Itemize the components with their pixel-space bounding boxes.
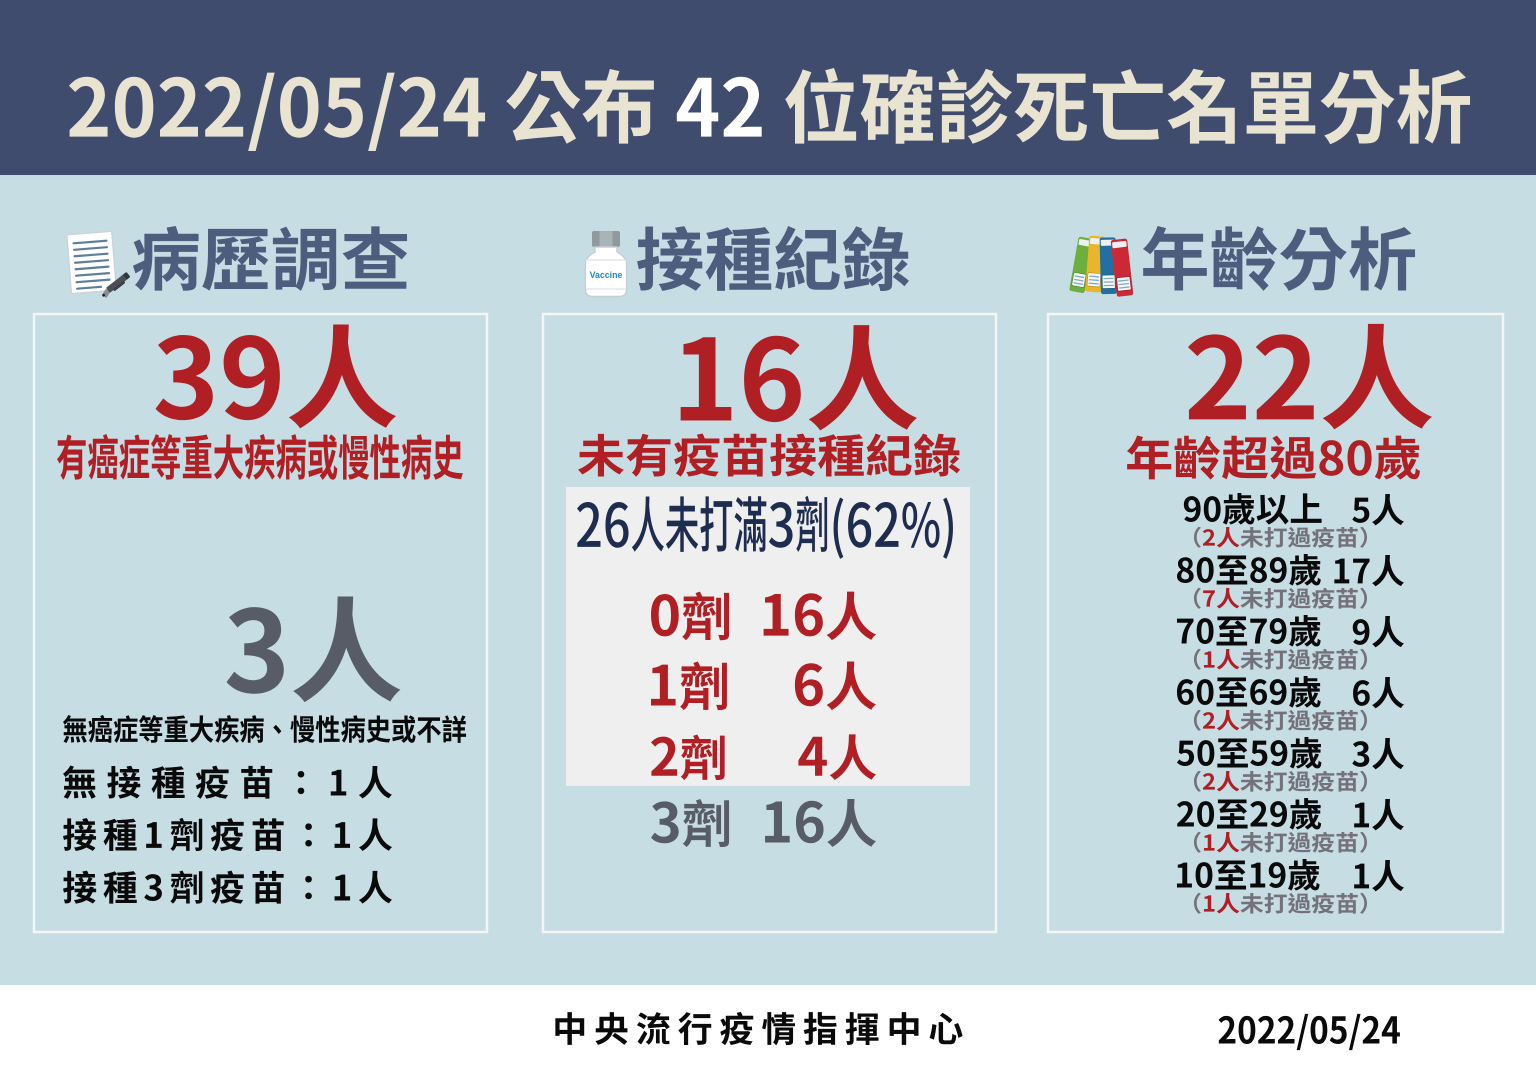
svg-text:Vaccine: Vaccine — [590, 270, 623, 280]
